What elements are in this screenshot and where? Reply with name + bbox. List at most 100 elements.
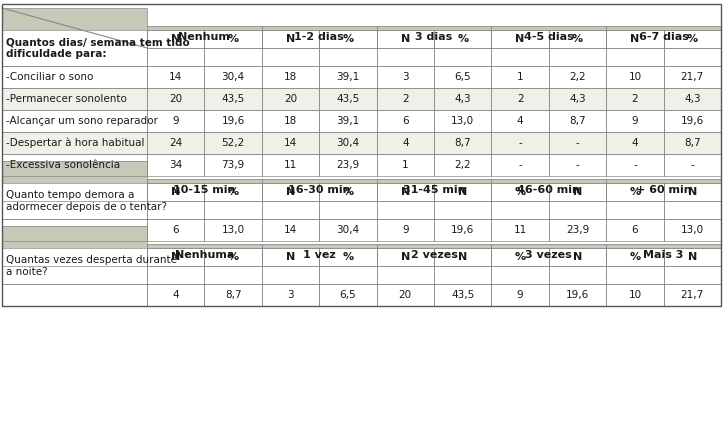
Bar xyxy=(492,110,549,132)
Bar xyxy=(319,248,377,284)
Text: 4,3: 4,3 xyxy=(569,94,586,104)
Text: Mais 3: Mais 3 xyxy=(643,250,684,260)
Bar xyxy=(147,183,205,219)
Bar xyxy=(492,183,549,219)
Text: N: N xyxy=(573,252,582,262)
Bar xyxy=(2,226,147,266)
Bar xyxy=(147,30,205,66)
Text: -: - xyxy=(518,160,522,170)
Text: 8,7: 8,7 xyxy=(569,116,586,126)
Bar xyxy=(205,132,262,154)
Text: 20: 20 xyxy=(399,290,412,300)
Bar xyxy=(664,66,721,88)
Text: 19,6: 19,6 xyxy=(566,290,589,300)
Bar xyxy=(664,30,721,66)
Bar xyxy=(606,30,664,66)
Text: -: - xyxy=(518,138,522,148)
Bar xyxy=(2,88,147,110)
Text: 4,3: 4,3 xyxy=(684,94,701,104)
Bar xyxy=(549,110,606,132)
Text: %: % xyxy=(342,252,354,262)
Bar xyxy=(262,248,319,284)
Bar xyxy=(377,132,434,154)
Text: -Excessiva sonolência: -Excessiva sonolência xyxy=(6,160,120,170)
Bar xyxy=(262,110,319,132)
Text: 6: 6 xyxy=(172,225,179,235)
Bar xyxy=(2,284,147,306)
Bar xyxy=(664,183,721,219)
Text: 18: 18 xyxy=(284,72,297,82)
Text: + 60 min: + 60 min xyxy=(636,185,691,195)
Text: %: % xyxy=(687,34,698,44)
Text: 3: 3 xyxy=(402,72,408,82)
Text: 21,7: 21,7 xyxy=(680,290,704,300)
Text: Nenhum: Nenhum xyxy=(179,32,231,42)
Bar xyxy=(492,154,549,176)
Bar xyxy=(2,183,147,219)
Bar xyxy=(549,248,606,266)
Bar xyxy=(434,219,492,241)
Bar xyxy=(205,154,262,176)
Text: N: N xyxy=(688,252,697,262)
Bar xyxy=(262,244,377,266)
Bar xyxy=(377,248,434,266)
Bar xyxy=(377,26,492,48)
Bar xyxy=(262,183,319,201)
Bar xyxy=(606,183,664,219)
Text: %: % xyxy=(515,252,526,262)
Bar xyxy=(319,154,377,176)
Text: N: N xyxy=(458,187,467,197)
Text: -: - xyxy=(633,160,637,170)
Text: N: N xyxy=(458,252,467,262)
Bar xyxy=(606,248,664,266)
Text: 11: 11 xyxy=(284,160,297,170)
Bar xyxy=(262,183,319,219)
Bar xyxy=(549,248,606,284)
Bar xyxy=(377,183,434,219)
Text: 6-7 dias: 6-7 dias xyxy=(638,32,688,42)
Text: N: N xyxy=(171,187,180,197)
Bar xyxy=(262,26,377,48)
Text: %: % xyxy=(457,34,469,44)
Text: N: N xyxy=(401,34,410,44)
Bar xyxy=(319,132,377,154)
Text: 13,0: 13,0 xyxy=(221,225,244,235)
Text: 2: 2 xyxy=(402,94,408,104)
Bar xyxy=(664,110,721,132)
Text: 19,6: 19,6 xyxy=(451,225,474,235)
Text: %: % xyxy=(515,187,526,197)
Bar xyxy=(492,248,549,266)
Text: N: N xyxy=(401,252,410,262)
Text: N: N xyxy=(630,34,640,44)
Bar xyxy=(262,219,319,241)
Text: N: N xyxy=(515,34,525,44)
Bar xyxy=(147,26,262,48)
Text: 2,2: 2,2 xyxy=(454,160,471,170)
Text: 14: 14 xyxy=(284,225,297,235)
Bar xyxy=(492,179,606,201)
Bar xyxy=(434,284,492,306)
Bar xyxy=(147,154,205,176)
Text: 31-45 min: 31-45 min xyxy=(403,185,465,195)
Text: 1 vez: 1 vez xyxy=(303,250,335,260)
Bar xyxy=(377,183,434,201)
Bar xyxy=(377,284,434,306)
Bar xyxy=(434,183,492,219)
Bar xyxy=(549,66,606,88)
Bar xyxy=(492,183,549,201)
Text: N: N xyxy=(286,34,295,44)
Text: 18: 18 xyxy=(284,116,297,126)
Text: Quantos dias/ semana tem tido
dificuldade para:: Quantos dias/ semana tem tido dificuldad… xyxy=(6,37,189,59)
Text: 20: 20 xyxy=(284,94,297,104)
Bar xyxy=(664,183,721,201)
Text: 43,5: 43,5 xyxy=(221,94,244,104)
Text: 23,9: 23,9 xyxy=(336,160,359,170)
Bar xyxy=(147,219,205,241)
Bar xyxy=(205,30,262,66)
Text: 11: 11 xyxy=(513,225,527,235)
Bar xyxy=(606,284,664,306)
Bar xyxy=(2,110,147,132)
Text: 19,6: 19,6 xyxy=(221,116,244,126)
Bar xyxy=(147,284,205,306)
Text: 52,2: 52,2 xyxy=(221,138,244,148)
